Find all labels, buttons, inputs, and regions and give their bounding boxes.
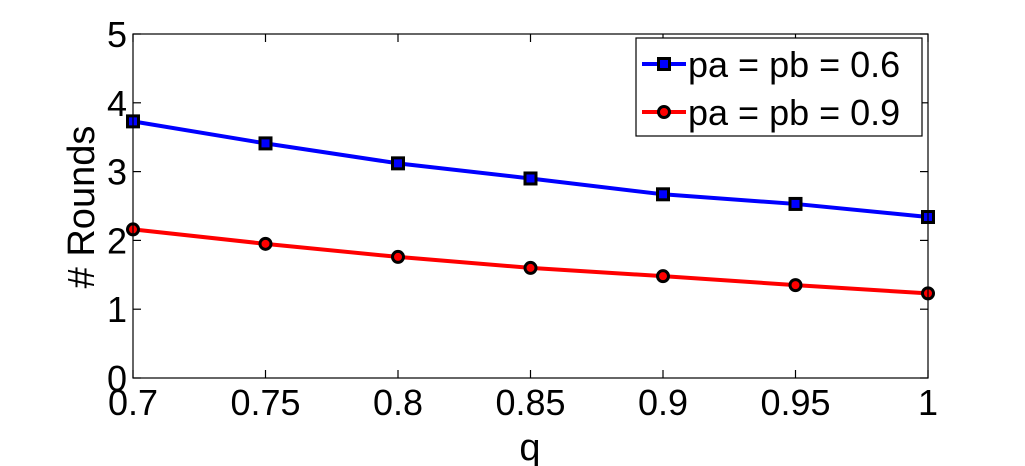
legend: pa = pb = 0.6 pa = pb = 0.9 xyxy=(635,37,923,137)
legend-box xyxy=(635,37,923,137)
legend-label: pa = pb = 0.6 xyxy=(688,44,900,85)
legend-item: pa = pb = 0.9 xyxy=(642,92,900,133)
y-axis-label: # Rounds xyxy=(61,126,103,289)
plot-area xyxy=(126,114,935,301)
x-axis-label: q xyxy=(519,427,540,466)
series-2 xyxy=(126,222,935,301)
data-point xyxy=(391,249,405,264)
y-tick-label: 0 xyxy=(107,358,127,399)
x-tick-label: 0.9 xyxy=(638,382,688,423)
axes: 0.7 0.75 0.8 0.85 0.9 0.95 1 0 1 2 3 4 5 xyxy=(107,14,938,423)
data-point xyxy=(788,278,803,293)
x-tick-label: 0.7 xyxy=(108,382,158,423)
data-point xyxy=(258,236,273,251)
legend-item: pa = pb = 0.6 xyxy=(642,44,900,85)
data-point xyxy=(656,269,670,284)
y-tick-label: 5 xyxy=(107,14,127,55)
data-point xyxy=(656,187,670,202)
data-point xyxy=(788,196,803,211)
y-tick-label: 4 xyxy=(107,83,127,124)
x-tick-label: 0.75 xyxy=(230,382,300,423)
y-tick-label: 1 xyxy=(107,289,127,330)
y-tick-label: 2 xyxy=(107,220,127,261)
x-tick-label: 0.95 xyxy=(760,382,830,423)
x-tick-label: 0.8 xyxy=(373,382,423,423)
data-point xyxy=(523,171,538,186)
legend-label: pa = pb = 0.9 xyxy=(688,92,900,133)
x-tick-label: 1 xyxy=(918,382,938,423)
data-point xyxy=(391,156,405,171)
legend-marker xyxy=(657,57,671,71)
legend-marker xyxy=(657,105,671,119)
y-tick-label: 3 xyxy=(107,152,127,193)
x-tick-label: 0.85 xyxy=(495,382,565,423)
data-point xyxy=(523,260,538,275)
data-point xyxy=(258,136,273,151)
